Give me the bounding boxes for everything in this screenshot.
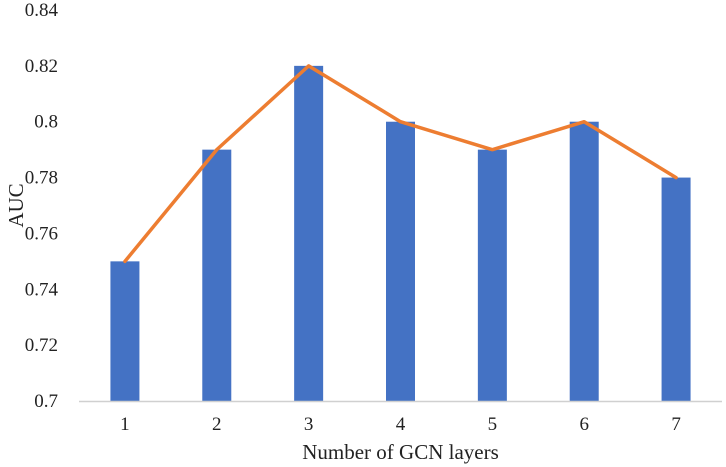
x-tick-label: 4 [396,414,406,435]
y-tick-label: 0.74 [25,279,59,300]
x-tick-label: 7 [671,414,681,435]
bar-series [110,65,691,401]
y-axis-ticks: 0.7 0.72 0.74 0.76 0.78 0.8 0.82 0.84 [25,0,59,412]
x-tick-label: 3 [304,414,314,435]
bar [386,121,415,401]
x-axis-ticks: 1 2 3 4 5 6 7 [120,414,681,435]
bar [202,149,232,401]
y-tick-label: 0.76 [25,223,58,244]
bar [477,149,507,401]
x-axis-title: Number of GCN layers [302,440,499,464]
y-tick-label: 0.8 [34,112,58,133]
bar [661,177,691,401]
y-tick-label: 0.78 [25,168,58,189]
y-tick-label: 0.72 [25,335,58,356]
bar [110,261,140,401]
line-series [123,64,678,264]
y-tick-label: 0.84 [25,0,59,21]
bar [294,65,324,401]
x-tick-label: 2 [212,414,222,435]
y-tick-label: 0.82 [25,56,58,77]
bar [569,121,599,401]
x-tick-label: 1 [120,414,130,435]
x-tick-label: 6 [579,414,589,435]
y-tick-label: 0.7 [34,391,58,412]
x-tick-label: 5 [488,414,498,435]
y-axis-title: AUC [4,183,28,227]
